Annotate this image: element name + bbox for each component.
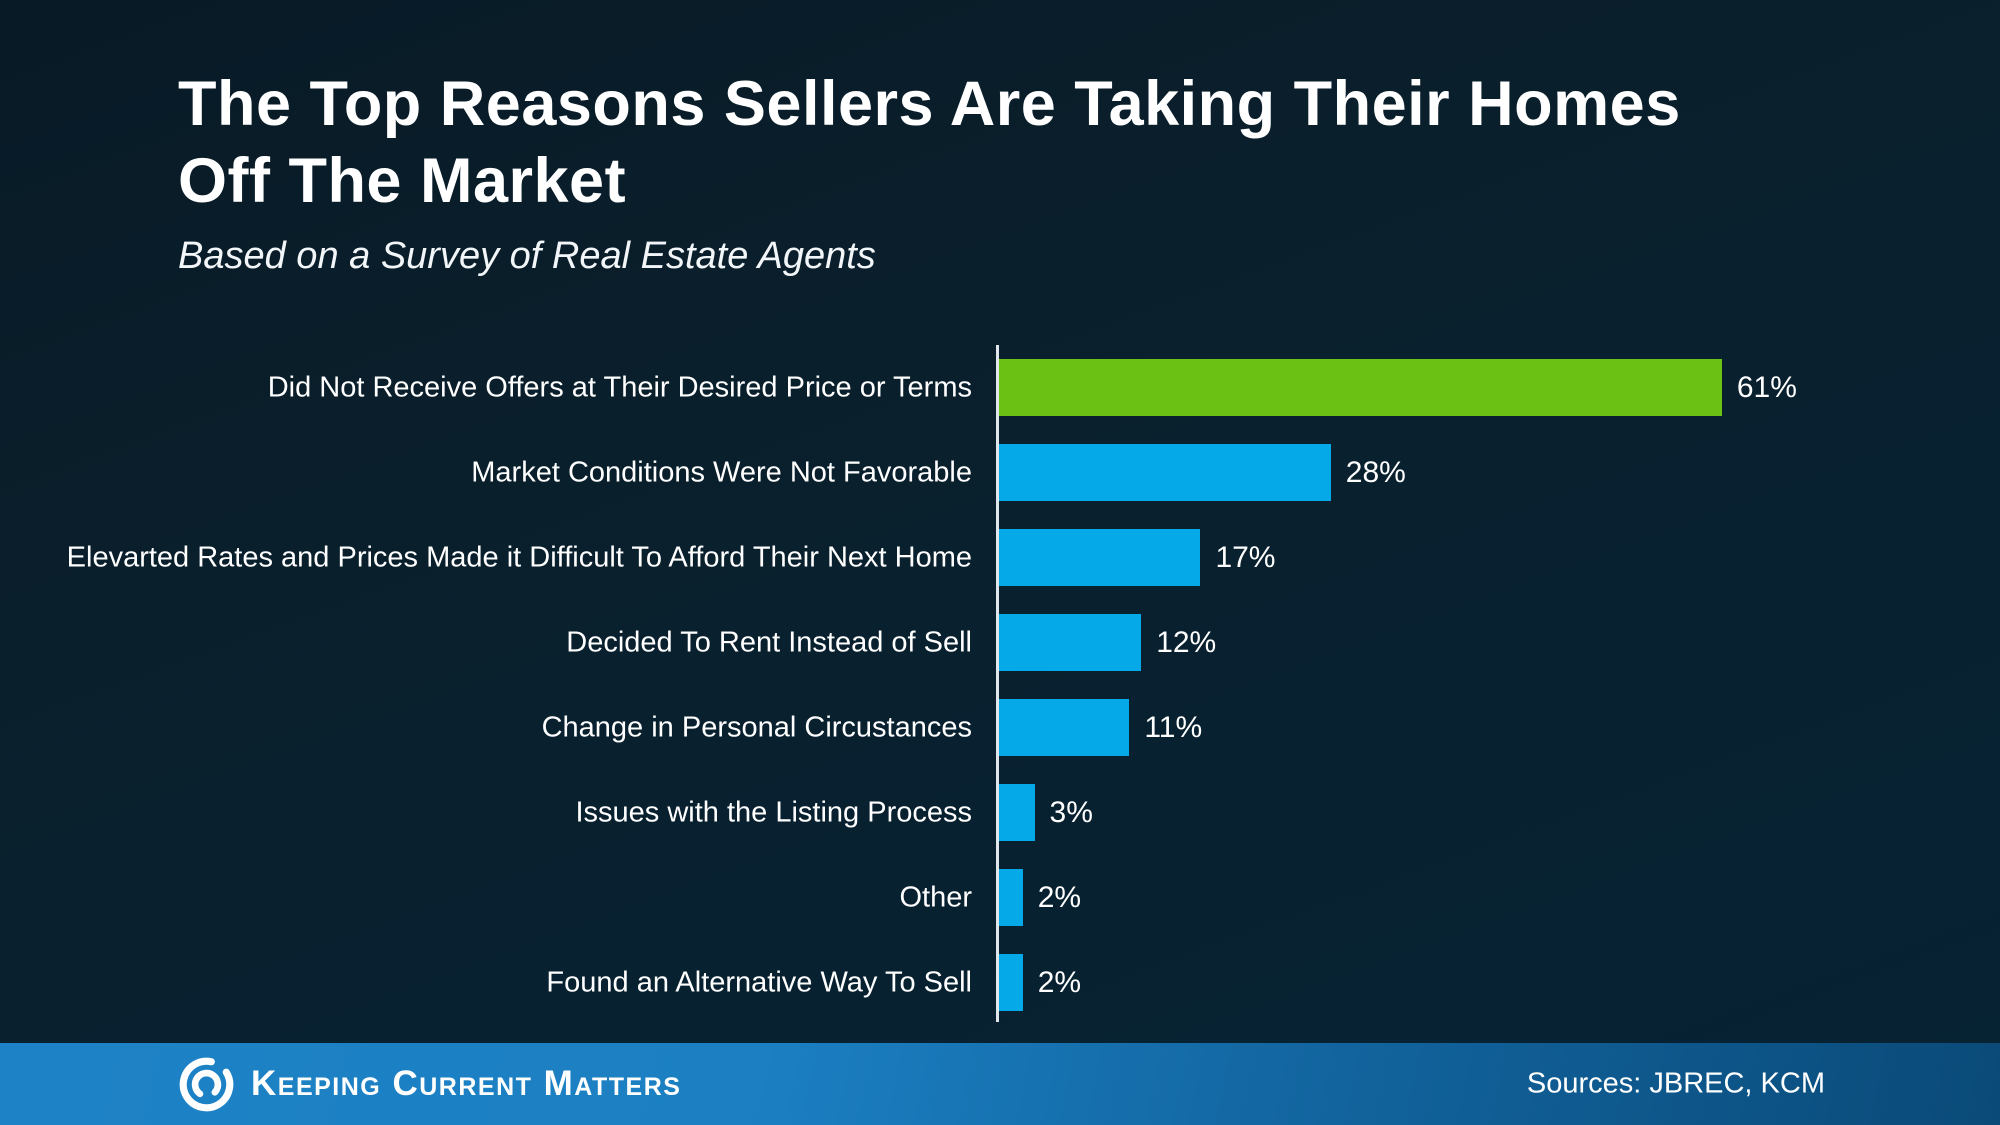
bar-row: Issues with the Listing Process 3% bbox=[0, 770, 2000, 855]
brand-name: Keeping Current Matters bbox=[251, 1064, 682, 1103]
bar-value-label: 12% bbox=[1156, 625, 1217, 659]
bar-row: Did Not Receive Offers at Their Desired … bbox=[0, 345, 2000, 430]
chart-axis-line bbox=[996, 345, 999, 1022]
bar-category-label: Issues with the Listing Process bbox=[575, 796, 972, 828]
bar-category-label: Market Conditions Were Not Favorable bbox=[471, 456, 972, 488]
bar-value-label: 2% bbox=[1037, 880, 1082, 914]
page-title-line2: Off The Market bbox=[178, 146, 627, 216]
bar-row: Market Conditions Were Not Favorable 28% bbox=[0, 430, 2000, 515]
bar-category-label: Other bbox=[899, 881, 972, 913]
bar-value-label: 17% bbox=[1215, 540, 1276, 574]
bar bbox=[999, 614, 1142, 671]
brand: Keeping Current Matters bbox=[178, 1056, 681, 1113]
bar-value-label: 3% bbox=[1049, 795, 1093, 829]
bar-chart: Did Not Receive Offers at Their Desired … bbox=[0, 345, 2000, 1025]
bar-category-label: Decided To Rent Instead of Sell bbox=[566, 626, 972, 658]
bar bbox=[999, 444, 1331, 501]
bar bbox=[999, 529, 1201, 586]
bar-value-label: 2% bbox=[1037, 965, 1082, 999]
bar bbox=[999, 869, 1023, 926]
bar-row: Decided To Rent Instead of Sell 12% bbox=[0, 600, 2000, 685]
bar-category-label: Found an Alternative Way To Sell bbox=[546, 966, 972, 998]
bar-row: Change in Personal Circustances 11% bbox=[0, 685, 2000, 770]
page-title: The Top Reasons Sellers Are Taking Their… bbox=[178, 66, 1878, 220]
bar-category-label: Change in Personal Circustances bbox=[541, 711, 972, 743]
bar-row: Elevarted Rates and Prices Made it Diffi… bbox=[0, 515, 2000, 600]
page-title-line1: The Top Reasons Sellers Are Taking Their… bbox=[178, 69, 1681, 139]
kcm-swirl-logo-icon bbox=[179, 1057, 234, 1111]
bar-value-label: 61% bbox=[1736, 370, 1797, 404]
bar-value-label: 28% bbox=[1345, 455, 1406, 489]
footer-bar: Keeping Current Matters Sources: JBREC, … bbox=[0, 1043, 2000, 1125]
bar bbox=[999, 699, 1130, 756]
bar bbox=[999, 954, 1023, 1011]
bar bbox=[999, 359, 1722, 416]
bar-rows: Did Not Receive Offers at Their Desired … bbox=[0, 345, 2000, 1025]
bar-category-label: Elevarted Rates and Prices Made it Diffi… bbox=[66, 541, 972, 573]
bar bbox=[999, 784, 1035, 841]
bar-row: Found an Alternative Way To Sell 2% bbox=[0, 940, 2000, 1025]
bar-category-label: Did Not Receive Offers at Their Desired … bbox=[267, 371, 972, 403]
sources-text: Sources: JBREC, KCM bbox=[1526, 1067, 1825, 1100]
page-subtitle: Based on a Survey of Real Estate Agents bbox=[178, 235, 876, 277]
bar-value-label: 11% bbox=[1144, 710, 1203, 744]
header: The Top Reasons Sellers Are Taking Their… bbox=[178, 66, 1878, 279]
bar-row: Other 2% bbox=[0, 855, 2000, 940]
